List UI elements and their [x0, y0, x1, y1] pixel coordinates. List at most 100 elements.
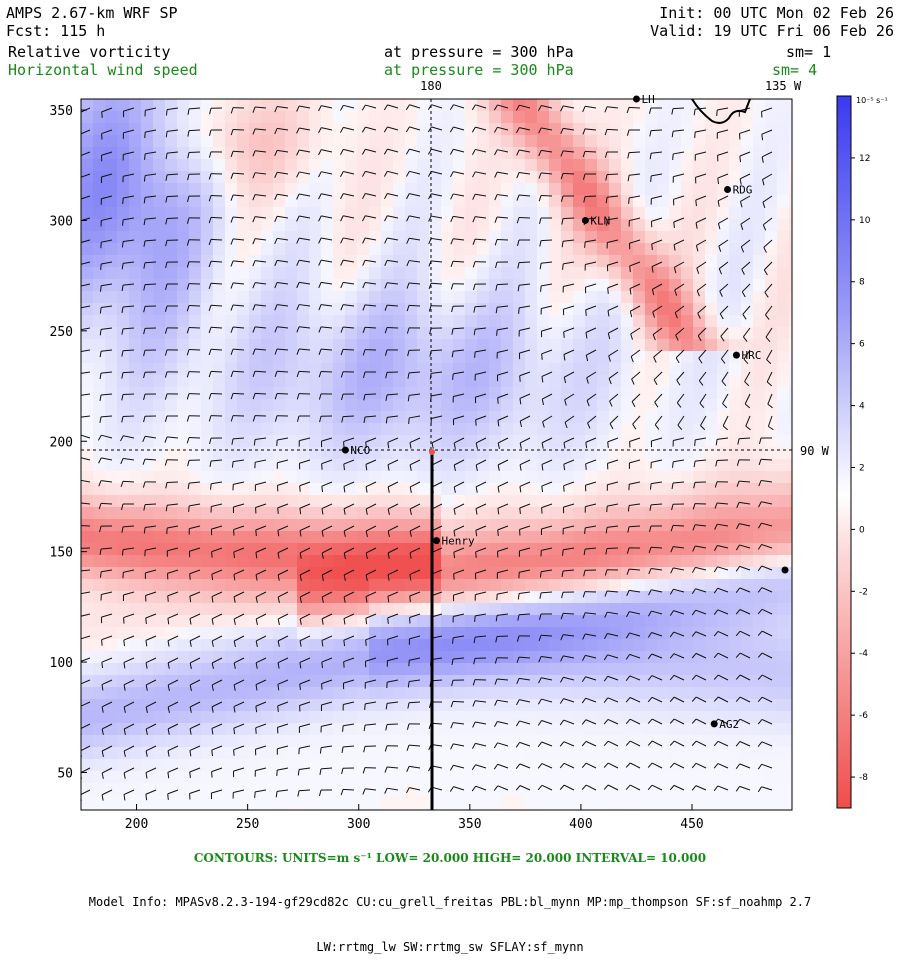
- shading-cell: [393, 219, 405, 231]
- shading-cell: [297, 807, 309, 819]
- shading-cell: [309, 603, 321, 615]
- shading-cell: [441, 735, 453, 747]
- shading-cell: [765, 783, 777, 795]
- shading-cell: [525, 243, 537, 255]
- shading-cell: [597, 699, 609, 711]
- shading-cell: [261, 603, 273, 615]
- shading-cell: [633, 723, 645, 735]
- shading-cell: [285, 795, 297, 807]
- shading-cell: [777, 135, 789, 147]
- shading-cell: [357, 207, 369, 219]
- shading-cell: [717, 531, 729, 543]
- shading-cell: [489, 795, 501, 807]
- shading-cell: [189, 459, 201, 471]
- shading-cell: [225, 495, 237, 507]
- shading-cell: [201, 411, 213, 423]
- shading-cell: [561, 387, 573, 399]
- shading-cell: [237, 147, 249, 159]
- shading-cell: [153, 459, 165, 471]
- shading-cell: [477, 639, 489, 651]
- shading-cell: [489, 579, 501, 591]
- shading-cell: [453, 159, 465, 171]
- shading-cell: [201, 747, 213, 759]
- shading-cell: [105, 291, 117, 303]
- shading-cell: [453, 699, 465, 711]
- shading-cell: [597, 591, 609, 603]
- shading-cell: [129, 327, 141, 339]
- shading-cell: [81, 543, 93, 555]
- shading-cell: [153, 579, 165, 591]
- shading-cell: [225, 423, 237, 435]
- shading-cell: [309, 159, 321, 171]
- shading-cell: [165, 375, 177, 387]
- shading-cell: [549, 567, 561, 579]
- shading-cell: [189, 423, 201, 435]
- shading-cell: [537, 243, 549, 255]
- shading-cell: [657, 531, 669, 543]
- shading-cell: [285, 351, 297, 363]
- shading-cell: [525, 615, 537, 627]
- shading-cell: [321, 351, 333, 363]
- shading-cell: [81, 747, 93, 759]
- shading-cell: [285, 507, 297, 519]
- shading-cell: [117, 387, 129, 399]
- shading-cell: [357, 675, 369, 687]
- shading-cell: [441, 795, 453, 807]
- shading-cell: [609, 99, 621, 111]
- shading-cell: [177, 687, 189, 699]
- shading-cell: [597, 747, 609, 759]
- shading-cell: [225, 123, 237, 135]
- shading-cell: [705, 807, 717, 819]
- shading-cell: [129, 795, 141, 807]
- shading-cell: [141, 459, 153, 471]
- shading-cell: [153, 303, 165, 315]
- shading-cell: [201, 147, 213, 159]
- shading-cell: [177, 663, 189, 675]
- shading-cell: [789, 711, 801, 723]
- shading-cell: [213, 483, 225, 495]
- shading-cell: [129, 411, 141, 423]
- shading-cell: [537, 231, 549, 243]
- shading-cell: [309, 111, 321, 123]
- shading-cell: [633, 171, 645, 183]
- shading-cell: [441, 447, 453, 459]
- shading-cell: [177, 195, 189, 207]
- shading-cell: [405, 579, 417, 591]
- shading-cell: [369, 795, 381, 807]
- shading-cell: [669, 507, 681, 519]
- shading-cell: [705, 795, 717, 807]
- shading-cell: [765, 567, 777, 579]
- shading-cell: [213, 399, 225, 411]
- shading-cell: [513, 423, 525, 435]
- shading-cell: [285, 255, 297, 267]
- shading-cell: [465, 675, 477, 687]
- shading-cell: [501, 339, 513, 351]
- shading-cell: [789, 519, 801, 531]
- shading-cell: [525, 111, 537, 123]
- shading-cell: [117, 99, 129, 111]
- shading-cell: [453, 231, 465, 243]
- shading-cell: [117, 639, 129, 651]
- shading-cell: [213, 219, 225, 231]
- shading-cell: [549, 483, 561, 495]
- shading-cell: [81, 447, 93, 459]
- shading-cell: [225, 219, 237, 231]
- shading-cell: [693, 387, 705, 399]
- shading-cell: [657, 723, 669, 735]
- shading-cell: [321, 159, 333, 171]
- shading-cell: [333, 111, 345, 123]
- shading-cell: [645, 807, 657, 819]
- shading-cell: [405, 111, 417, 123]
- shading-cell: [693, 795, 705, 807]
- shading-cell: [225, 447, 237, 459]
- shading-cell: [477, 711, 489, 723]
- shading-cell: [201, 279, 213, 291]
- shading-cell: [417, 363, 429, 375]
- shading-cell: [249, 183, 261, 195]
- shading-cell: [789, 459, 801, 471]
- shading-cell: [777, 759, 789, 771]
- shading-cell: [141, 411, 153, 423]
- shading-cell: [405, 759, 417, 771]
- shading-cell: [117, 747, 129, 759]
- shading-cell: [357, 267, 369, 279]
